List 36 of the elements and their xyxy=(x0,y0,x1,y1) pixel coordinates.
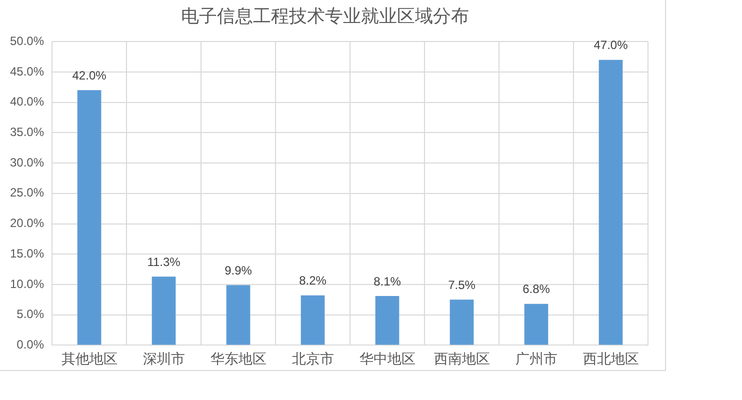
y-tick-label: 25.0% xyxy=(10,186,44,200)
y-tick-label: 30.0% xyxy=(10,155,44,170)
y-tick-label: 0.0% xyxy=(16,338,44,352)
y-tick-label: 10.0% xyxy=(10,276,44,291)
data-label: 8.1% xyxy=(374,274,402,288)
x-tick-label: 华东地区 xyxy=(210,350,266,366)
x-tick-label: 深圳市 xyxy=(142,350,185,366)
x-tick-label: 华中地区 xyxy=(359,350,416,366)
x-tick-label: 广州市 xyxy=(515,350,558,366)
bar xyxy=(226,285,250,345)
bar xyxy=(598,60,623,345)
x-tick-label: 西北地区 xyxy=(582,350,639,366)
y-tick-label: 20.0% xyxy=(10,216,44,230)
bar xyxy=(375,296,400,345)
x-tick-label: 北京市 xyxy=(292,350,334,366)
y-tick-label: 15.0% xyxy=(10,246,44,260)
data-label: 6.8% xyxy=(522,282,550,296)
data-label: 9.9% xyxy=(224,263,252,278)
data-label: 8.2% xyxy=(299,274,327,288)
y-tick-label: 45.0% xyxy=(10,64,44,78)
y-tick-label: 35.0% xyxy=(10,124,44,139)
bar xyxy=(152,276,176,345)
x-tick-label: 西南地区 xyxy=(434,350,490,366)
bar xyxy=(300,295,325,345)
bar xyxy=(450,300,474,345)
y-tick-label: 40.0% xyxy=(10,94,44,109)
data-label: 47.0% xyxy=(594,38,628,52)
bar xyxy=(524,304,548,345)
data-label: 42.0% xyxy=(72,68,107,82)
chart-title: 电子信息工程技术专业就业区域分布 xyxy=(181,6,469,26)
bar xyxy=(77,90,102,345)
y-tick-label: 5.0% xyxy=(16,307,44,322)
y-tick-label: 50.0% xyxy=(10,34,44,48)
data-label: 11.3% xyxy=(147,254,181,269)
data-label: 7.5% xyxy=(448,278,476,292)
x-tick-label: 其他地区 xyxy=(61,350,118,366)
